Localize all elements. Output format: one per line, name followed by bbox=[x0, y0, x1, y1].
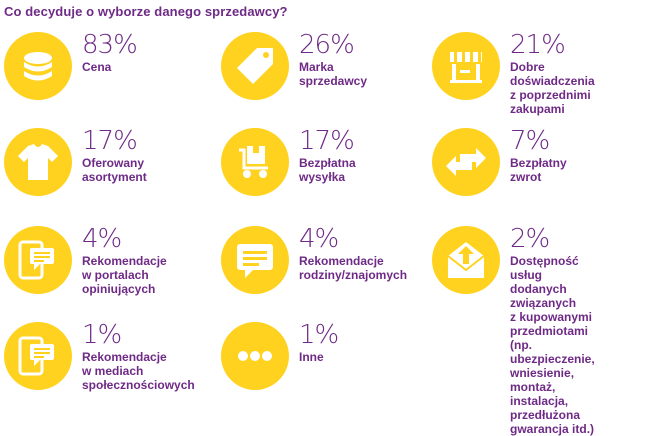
factor-label: Marka sprzedawcy bbox=[299, 60, 368, 88]
delivery-cart-icon bbox=[221, 128, 289, 196]
dots-icon bbox=[221, 322, 289, 390]
phone-chat-icon bbox=[4, 322, 72, 390]
coins-icon bbox=[4, 32, 72, 100]
percentage-value: 7% bbox=[510, 126, 550, 156]
percentage-value: 17% bbox=[82, 126, 138, 156]
factor-label: Bezpłatna wysyłka bbox=[299, 156, 356, 184]
percentage-value: 17% bbox=[299, 126, 355, 156]
chart-title: Co decyduje o wyborze danego sprzedawcy? bbox=[4, 4, 288, 19]
tshirt-icon bbox=[4, 128, 72, 196]
factor-label: Bezpłatny zwrot bbox=[510, 156, 567, 184]
factor-label: Rekomendacje rodziny/znajomych bbox=[299, 254, 408, 282]
factor-label: Inne bbox=[299, 350, 324, 364]
percentage-value: 83% bbox=[82, 30, 138, 60]
percentage-value: 2% bbox=[510, 224, 550, 254]
factor-label: Dobre doświadczenia z poprzednimi zakupa… bbox=[510, 60, 595, 116]
envelope-icon bbox=[432, 226, 500, 294]
factor-label: Cena bbox=[82, 60, 112, 74]
tag-icon bbox=[221, 32, 289, 100]
phone-chat-icon bbox=[4, 226, 72, 294]
percentage-value: 1% bbox=[82, 320, 122, 350]
shop-icon bbox=[432, 32, 500, 100]
percentage-value: 21% bbox=[510, 30, 566, 60]
percentage-value: 1% bbox=[299, 320, 339, 350]
chat-bubble-icon bbox=[221, 226, 289, 294]
factor-label: Oferowany asortyment bbox=[82, 156, 147, 184]
factor-label: Rekomendacje w mediach społecznościowych bbox=[82, 350, 195, 392]
factor-label: Rekomendacje w portalach opiniujących bbox=[82, 254, 167, 296]
return-arrows-icon bbox=[432, 128, 500, 196]
percentage-value: 4% bbox=[299, 224, 339, 254]
factor-label: Dostępność usług dodanych związanych z k… bbox=[510, 254, 595, 436]
percentage-value: 26% bbox=[299, 30, 355, 60]
percentage-value: 4% bbox=[82, 224, 122, 254]
